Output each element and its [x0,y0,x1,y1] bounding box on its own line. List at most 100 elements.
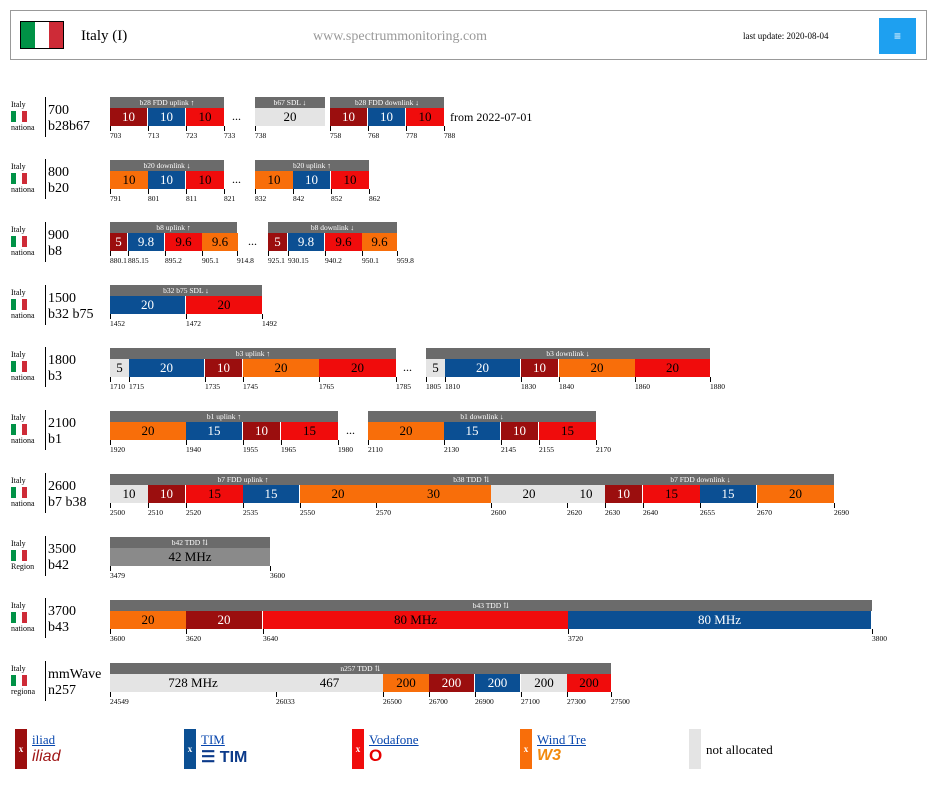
band-label-2100: 2100 b1 [48,416,76,447]
legend-iliad-link[interactable]: iliad [32,732,56,747]
band-2100-tick-label: 2155 [539,445,554,454]
band-2600-tick [605,503,606,508]
band-3700-tick [263,629,264,634]
band-2100-block: 15 [444,422,501,440]
band-1500-tick-label: 1492 [262,319,277,328]
band-800-block: 10 [148,171,186,189]
band-2600-tick-label: 2535 [243,508,258,517]
band-700-tick [110,126,111,131]
band-2100-block: 10 [243,422,281,440]
band-mmwave-tick-label: 27100 [521,697,540,706]
band-1800-tick [205,377,206,382]
band-700-block: 10 [110,108,148,126]
note-700: from 2022-07-01 [450,110,533,124]
band-800-block: 10 [255,171,293,189]
band-1800-tick [243,377,244,382]
band-2100-block: 20 [368,422,444,440]
band-mmwave-block: 200 [429,674,475,692]
italy-flag-icon [11,550,27,561]
band-label-3500: 3500 b42 [48,542,76,573]
iliad-color-swatch: x [15,729,27,769]
tim-logo-icon: ☰ TIM [201,749,248,766]
band-800-block: 10 [331,171,369,189]
band-900-tick [362,251,363,256]
band-1800-tick [396,377,397,382]
windtre-color-swatch: x [520,729,532,769]
band-mmwave-tick [383,692,384,697]
row-label-3500: Italy Region [11,539,35,571]
band-900-tick [325,251,326,256]
band-mmwave-tick [110,692,111,697]
band-800-tick [110,189,111,194]
band-1800-block: 5 [426,359,445,377]
band-2600-block: 30 [376,485,491,503]
band-700-tick [406,126,407,131]
band-2600-block: 10 [567,485,605,503]
band-900-block: 9.6 [325,233,362,251]
italy-flag-icon [11,111,27,122]
band-2100-tick-label: 2170 [596,445,611,454]
band-1800-tick [445,377,446,382]
band-2600-tick [834,503,835,508]
italy-flag-icon [11,612,27,623]
band-2600-tick-label: 2670 [757,508,772,517]
legend-windtre-link[interactable]: Wind Tre [537,732,586,747]
band-mmwave-block: 200 [567,674,611,692]
band-2600-block: 15 [243,485,300,503]
band-1800-tick [635,377,636,382]
band-3700-tick [568,629,569,634]
band-700-block: 10 [406,108,444,126]
band-2600-tick-label: 2690 [834,508,849,517]
band-700-tick-label: 788 [444,131,456,140]
band-800-header: b20 downlink ↓ [110,160,224,171]
row-label-2600: Italy nationa [11,476,35,508]
band-800-header: b20 uplink ↑ [255,160,369,171]
band-2100-gap-dots: ... [346,423,355,437]
band-label-mmwave: mmWave n257 [48,667,102,698]
band-mmwave-block: 200 [521,674,567,692]
band-label-1500: 1500 b32 b75 [48,291,94,322]
band-2600-tick-label: 2630 [605,508,620,517]
band-1500-tick-label: 1472 [186,319,201,328]
band-2600-header: b38 TDD ⇅ [376,474,567,485]
band-2100-tick-label: 1920 [110,445,125,454]
band-900-tick [165,251,166,256]
band-700-tick-label: 768 [368,131,380,140]
band-mmwave-tick [429,692,430,697]
band-1800-block: 20 [129,359,205,377]
band-700-tick-label: 758 [330,131,342,140]
band-3700-tick [110,629,111,634]
band-700-tick-label: 723 [186,131,198,140]
band-mmwave-tick [567,692,568,697]
legend-tim-link[interactable]: TIM [201,732,225,747]
menu-button[interactable]: ≡ [879,18,916,54]
legend-vodafone-link[interactable]: Vodafone [369,732,419,747]
band-900-block: 5 [268,233,288,251]
band-1800-block: 20 [445,359,521,377]
band-1800-tick-label: 1715 [129,382,144,391]
band-800-tick [224,189,225,194]
windtre-logo-icon: W3 [537,747,561,764]
band-900-tick-label: 905.1 [202,256,219,265]
band-2600-tick-label: 2640 [643,508,658,517]
band-900-tick-label: 914.8 [237,256,254,265]
band-2100-tick-label: 2145 [501,445,516,454]
vodafone-logo-icon: O [369,746,383,765]
site-link[interactable]: www.spectrummonitoring.com [313,29,488,44]
band-2600-header: b7 FDD downlink ↓ [567,474,834,485]
band-mmwave-tick-label: 26500 [383,697,402,706]
band-label-1800: 1800 b3 [48,353,76,384]
band-2100-tick-label: 2110 [368,445,383,454]
band-900-tick [288,251,289,256]
band-1800-gap-dots: ... [403,360,412,374]
band-900-block: 9.8 [128,233,165,251]
band-3500-tick-label: 3479 [110,571,125,580]
band-900-header: b8 downlink ↓ [268,222,397,233]
country-title: Italy (I) [81,28,128,44]
band-900-block: 9.6 [362,233,397,251]
band-label-700: 700 b28b67 [48,103,90,134]
band-700-block: 20 [255,108,325,126]
band-1800-tick-label: 1785 [396,382,411,391]
band-1800-block: 20 [559,359,635,377]
band-mmwave-block: 467 [276,674,383,692]
